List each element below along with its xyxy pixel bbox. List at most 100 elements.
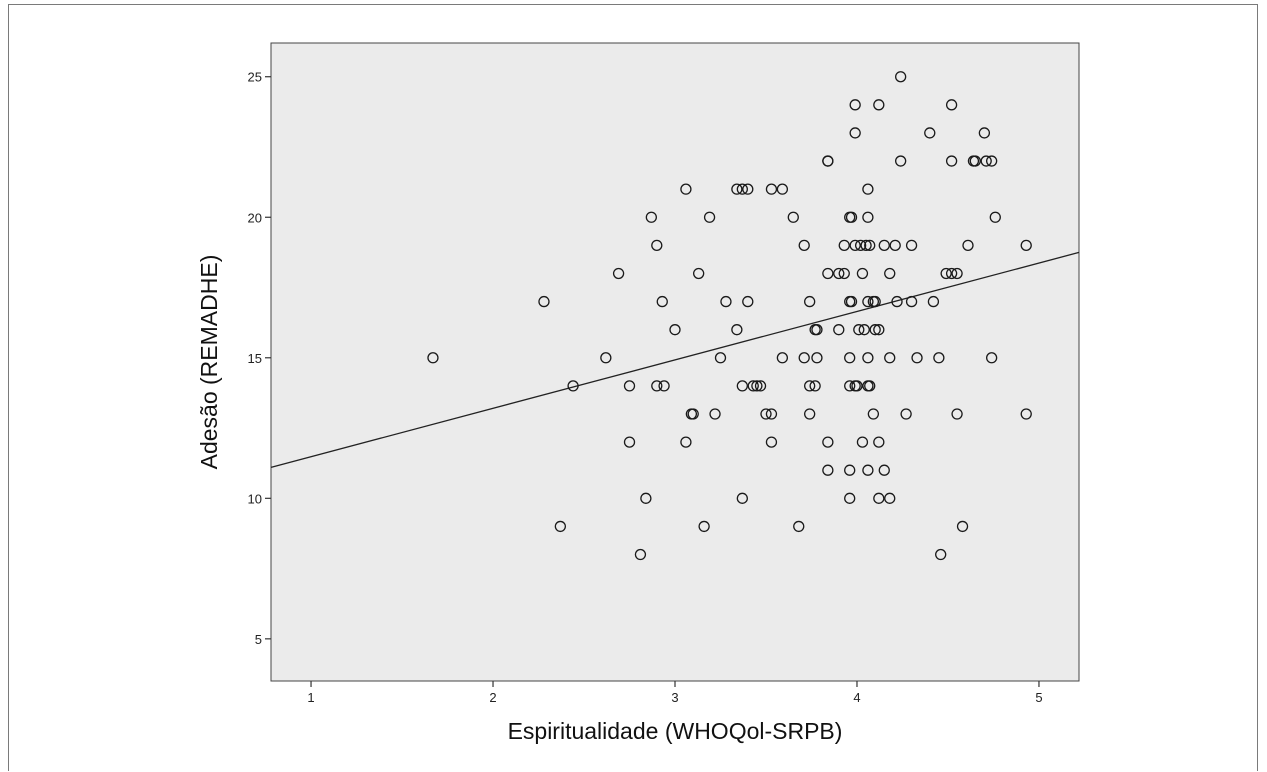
data-point	[669, 324, 681, 336]
data-point	[862, 295, 874, 308]
data-point	[951, 267, 963, 280]
data-point	[651, 380, 663, 392]
fit-line-layer	[270, 251, 1080, 469]
y-tick-label: 10	[248, 491, 262, 506]
data-point	[845, 295, 858, 308]
data-point	[895, 155, 907, 167]
data-point	[623, 436, 636, 448]
data-point	[765, 408, 778, 420]
data-point	[760, 408, 772, 420]
data-point	[567, 380, 579, 392]
data-point	[645, 211, 657, 223]
data-point	[554, 520, 567, 533]
data-point	[864, 239, 876, 252]
data-point	[878, 464, 890, 476]
data-point	[804, 408, 816, 420]
data-point	[869, 295, 881, 308]
data-point	[680, 436, 692, 448]
data-point	[985, 352, 998, 364]
figure-frame: 1 2 3 4 5 5 10 15 20 25 Espiritualidade (WHOQol-…	[8, 4, 1258, 771]
y-tick-label: 20	[248, 210, 262, 225]
y-tick-label: 5	[255, 632, 262, 647]
data-point	[856, 436, 869, 448]
plot-area	[270, 42, 1080, 682]
data-point	[878, 239, 890, 252]
data-point	[895, 71, 907, 83]
data-point	[945, 267, 958, 280]
data-point	[693, 267, 705, 280]
data-point	[793, 520, 805, 533]
data-point	[884, 267, 896, 280]
data-point	[804, 380, 816, 392]
data-point	[754, 380, 767, 392]
data-point	[940, 267, 952, 280]
data-point	[900, 408, 912, 420]
data-point	[658, 380, 670, 392]
data-point	[698, 520, 710, 533]
data-point	[849, 239, 861, 252]
data-point	[736, 380, 748, 392]
data-point	[656, 295, 668, 308]
data-point	[742, 183, 754, 195]
data-point	[869, 324, 881, 336]
x-tick-label: 1	[307, 690, 314, 705]
data-point	[680, 183, 692, 195]
data-point	[844, 352, 856, 364]
data-point	[873, 324, 885, 336]
data-point	[862, 183, 874, 195]
data-point	[844, 380, 856, 392]
data-point	[933, 352, 945, 364]
data-point	[709, 408, 721, 420]
data-point	[714, 352, 727, 364]
data-point	[811, 324, 823, 336]
y-axis: 5 10 15 20 25	[248, 70, 271, 647]
data-point	[978, 127, 991, 139]
data-point	[884, 352, 896, 364]
data-point	[687, 408, 699, 420]
data-point	[787, 211, 799, 223]
data-point	[911, 352, 923, 364]
data-point	[731, 183, 743, 195]
x-axis-title: Espiritualidade (WHOQol-SRPB)	[508, 718, 843, 744]
data-point	[1020, 408, 1032, 420]
data-point	[849, 99, 861, 111]
data-point	[612, 267, 625, 280]
data-point	[600, 352, 612, 364]
data-point	[858, 324, 870, 336]
data-point	[854, 239, 867, 252]
data-point	[851, 380, 863, 392]
data-point	[905, 239, 918, 252]
data-point	[989, 211, 1001, 223]
data-point	[889, 239, 901, 252]
data-point	[822, 267, 834, 280]
data-point	[751, 380, 763, 392]
data-point	[731, 324, 743, 336]
data-point	[822, 436, 834, 448]
data-point	[867, 408, 880, 420]
data-point	[844, 464, 856, 476]
data-point	[634, 548, 647, 561]
y-axis-title: Adesão (REMADHE)	[196, 255, 222, 470]
data-point	[951, 408, 963, 420]
data-point	[427, 352, 439, 364]
data-point	[804, 295, 816, 308]
data-point	[945, 155, 958, 167]
data-point	[873, 99, 885, 111]
data-point	[905, 295, 918, 308]
scatter-chart: 1 2 3 4 5 5 10 15 20 25 Espiritualidade (WHOQol-…	[196, 42, 1080, 744]
x-tick-label: 3	[671, 690, 678, 705]
data-point	[822, 155, 834, 167]
data-point	[720, 295, 732, 308]
data-point	[962, 239, 974, 252]
data-point	[956, 520, 969, 533]
data-point	[538, 295, 550, 308]
data-point	[862, 211, 874, 223]
data-point	[864, 380, 876, 392]
data-point	[945, 99, 958, 111]
data-point	[860, 239, 872, 252]
data-point	[1020, 239, 1032, 252]
y-tick-label: 15	[248, 351, 262, 366]
data-point	[703, 211, 716, 223]
data-point	[844, 492, 856, 504]
x-axis: 1 2 3 4 5	[307, 681, 1043, 705]
